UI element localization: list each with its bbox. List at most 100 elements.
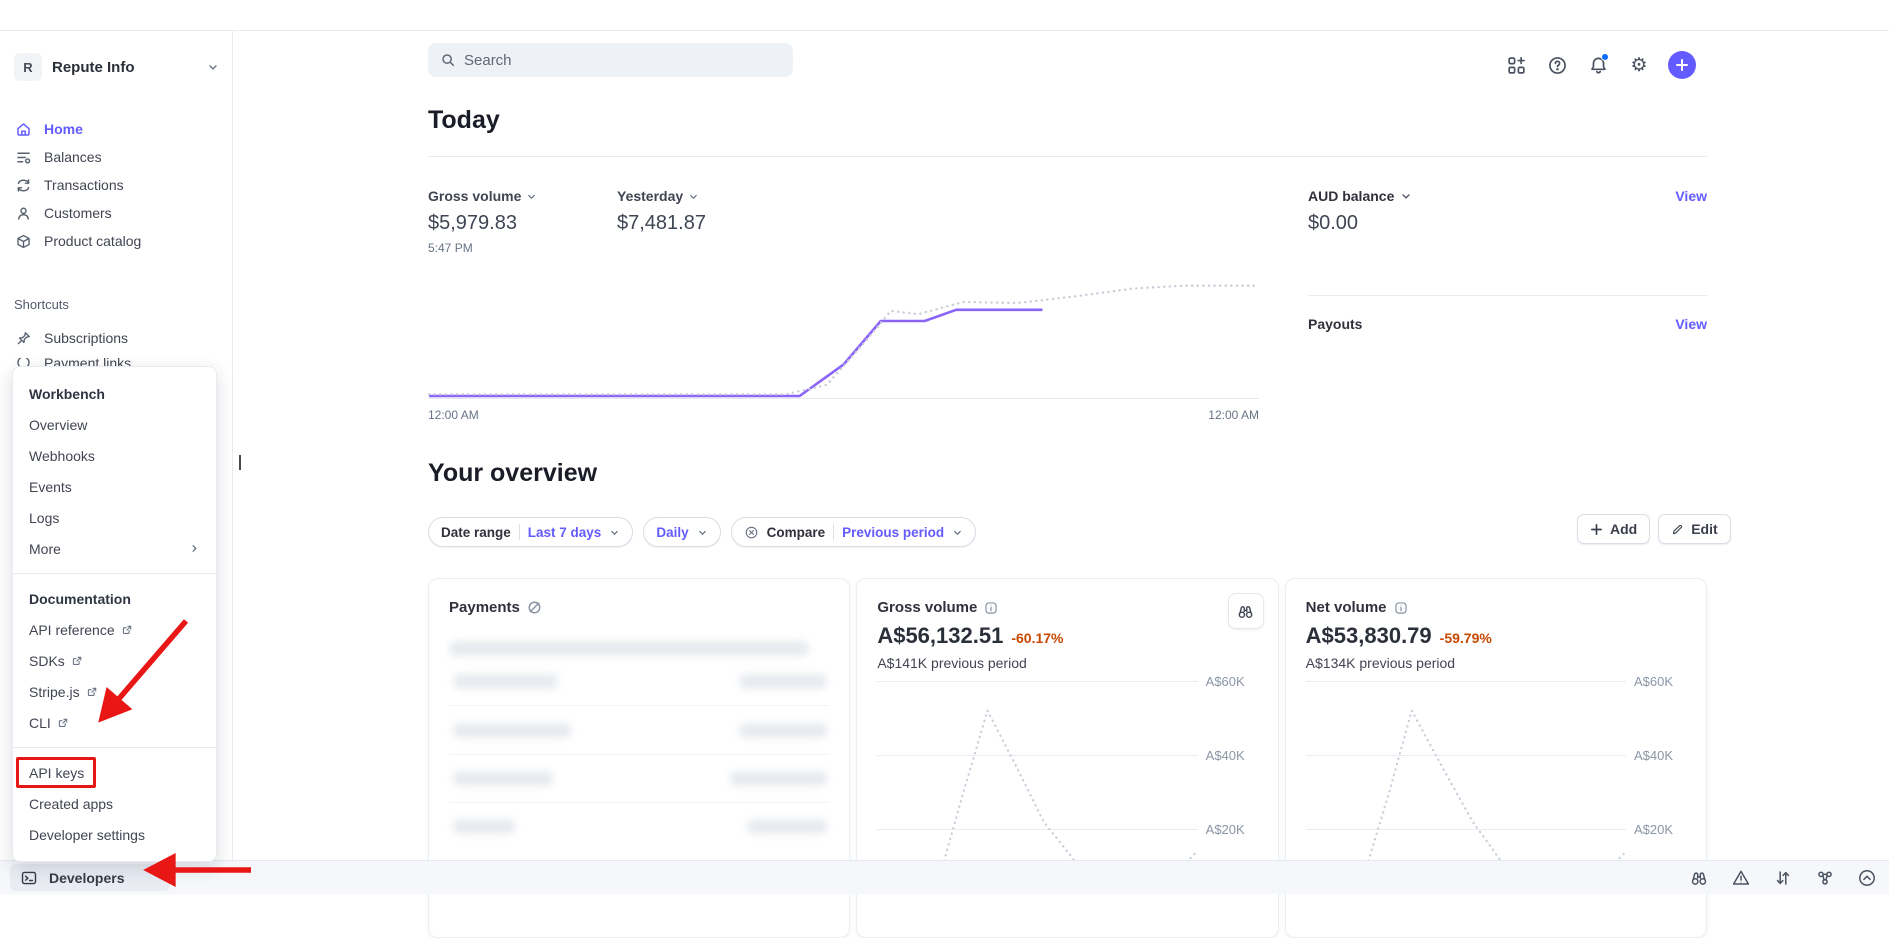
aud-balance-view-link[interactable]: View <box>1675 188 1707 204</box>
y-tick-label: A$60K <box>1206 674 1258 689</box>
chevron-right-icon <box>189 543 200 554</box>
chevron-down-icon <box>609 527 620 538</box>
pin-icon <box>14 330 32 347</box>
external-link-icon <box>71 655 83 667</box>
pill-divider <box>833 524 834 540</box>
create-plus-button[interactable] <box>1668 51 1696 79</box>
sidebar-item-label: Product catalog <box>44 233 141 249</box>
gross-volume-delta: -60.17% <box>1011 630 1063 646</box>
redacted-value <box>730 771 827 786</box>
today-line-chart <box>428 276 1259 401</box>
payouts-view-link[interactable]: View <box>1675 316 1707 332</box>
aud-balance-value: $0.00 <box>1308 212 1707 235</box>
gross-volume-time: 5:47 PM <box>428 241 537 255</box>
popup-item-logs[interactable]: Logs <box>13 502 216 533</box>
redacted-value <box>739 723 827 738</box>
notification-dot <box>1601 53 1609 61</box>
developers-button-label: Developers <box>49 870 124 886</box>
your-overview-heading: Your overview <box>428 459 597 488</box>
info-icon <box>1394 601 1408 615</box>
popup-item-api-reference[interactable]: API reference <box>13 614 216 645</box>
net-volume-previous: A$134K previous period <box>1306 655 1686 671</box>
workflows-nodes-icon[interactable] <box>1815 868 1835 888</box>
sidebar-item-balances[interactable]: Balances <box>14 143 232 171</box>
help-icon[interactable] <box>1545 53 1569 77</box>
popup-divider <box>13 573 216 574</box>
popup-item-developer-settings[interactable]: Developer settings <box>13 819 216 850</box>
aud-balance-dropdown[interactable]: AUD balance <box>1308 188 1412 204</box>
sidebar-item-label: Balances <box>44 149 102 165</box>
redacted-bar <box>449 641 809 656</box>
popup-item-overview[interactable]: Overview <box>13 409 216 440</box>
edit-button[interactable]: Edit <box>1658 514 1730 544</box>
collapse-chevron-up-icon[interactable] <box>1857 868 1877 888</box>
gross-volume-card-value: A$56,132.51 <box>877 623 1003 649</box>
account-name: Repute Info <box>52 59 197 76</box>
sidebar-item-customers[interactable]: Customers <box>14 199 232 227</box>
settings-gear-icon[interactable]: ⚙ <box>1627 53 1651 77</box>
redacted-label <box>453 674 558 689</box>
pill-divider <box>519 524 520 540</box>
net-volume-delta: -59.79% <box>1440 630 1492 646</box>
net-volume-card-title: Net volume <box>1306 599 1387 616</box>
home-icon <box>14 121 32 138</box>
chart-baseline <box>428 398 1259 399</box>
popup-item-sdks[interactable]: SDKs <box>13 645 216 676</box>
yesterday-dropdown[interactable]: Yesterday <box>617 188 706 204</box>
row-divider <box>449 705 829 706</box>
popup-item-cli[interactable]: CLI <box>13 707 216 738</box>
y-tick-label: A$40K <box>1206 748 1258 763</box>
apps-grid-icon[interactable] <box>1504 53 1528 77</box>
compare-filter[interactable]: Compare Previous period <box>731 517 977 547</box>
chevron-down-icon <box>526 191 537 202</box>
popup-item-webhooks[interactable]: Webhooks <box>13 440 216 471</box>
plus-icon <box>1590 523 1603 536</box>
sidebar-item-label: Transactions <box>44 177 124 193</box>
popup-item-created-apps[interactable]: Created apps <box>13 788 216 819</box>
popup-item-stripejs[interactable]: Stripe.js <box>13 676 216 707</box>
search-bar[interactable] <box>428 43 793 77</box>
remove-compare-icon[interactable] <box>744 525 759 540</box>
search-input[interactable] <box>464 52 781 69</box>
popup-item-events[interactable]: Events <box>13 471 216 502</box>
product-catalog-icon <box>14 233 32 250</box>
x-axis-label-left: 12:00 AM <box>428 408 479 422</box>
customers-icon <box>14 205 32 222</box>
account-switcher[interactable]: R Repute Info <box>14 53 219 81</box>
developers-popup-menu: Workbench Overview Webhooks Events Logs … <box>12 366 217 862</box>
popup-header-workbench: Workbench <box>13 378 216 409</box>
chevron-down-icon <box>207 61 219 73</box>
row-divider <box>449 802 829 803</box>
date-range-filter[interactable]: Date range Last 7 days <box>428 517 633 547</box>
header-icon-row: ⚙ <box>1504 51 1696 79</box>
sidebar-item-transactions[interactable]: Transactions <box>14 171 232 199</box>
gross-volume-dropdown[interactable]: Gross volume <box>428 188 537 204</box>
net-volume-mini-chart: A$60K A$40K A$20K <box>1306 673 1686 938</box>
y-tick-label: A$20K <box>1206 822 1258 837</box>
popup-item-more[interactable]: More <box>13 533 216 564</box>
interval-filter[interactable]: Daily <box>643 517 720 547</box>
inspect-binoculars-icon[interactable] <box>1689 868 1709 888</box>
sidebar-item-home[interactable]: Home <box>14 115 232 143</box>
yesterday-value: $7,481.87 <box>617 212 706 235</box>
errors-warning-icon[interactable] <box>1731 868 1751 888</box>
terminal-icon <box>20 869 38 887</box>
sidebar-item-product-catalog[interactable]: Product catalog <box>14 227 232 255</box>
transactions-icon <box>14 177 32 194</box>
redacted-value <box>739 674 827 689</box>
api-traffic-arrows-icon[interactable] <box>1773 868 1793 888</box>
chevron-down-icon <box>697 527 708 538</box>
search-icon <box>440 52 456 68</box>
sidebar-item-subscriptions[interactable]: Subscriptions <box>14 324 232 352</box>
popup-header-documentation: Documentation <box>13 583 216 614</box>
text-cursor-artifact <box>239 455 241 470</box>
top-divider <box>0 30 1889 31</box>
sidebar-item-label: Customers <box>44 205 112 221</box>
popup-item-api-keys[interactable]: API keys <box>13 757 216 788</box>
section-divider <box>428 156 1707 157</box>
today-heading: Today <box>428 106 500 135</box>
developers-button[interactable]: Developers <box>10 864 170 891</box>
notifications-bell-icon[interactable] <box>1586 53 1610 77</box>
add-button[interactable]: Add <box>1577 514 1650 544</box>
inspect-binoculars-button[interactable] <box>1228 593 1264 629</box>
